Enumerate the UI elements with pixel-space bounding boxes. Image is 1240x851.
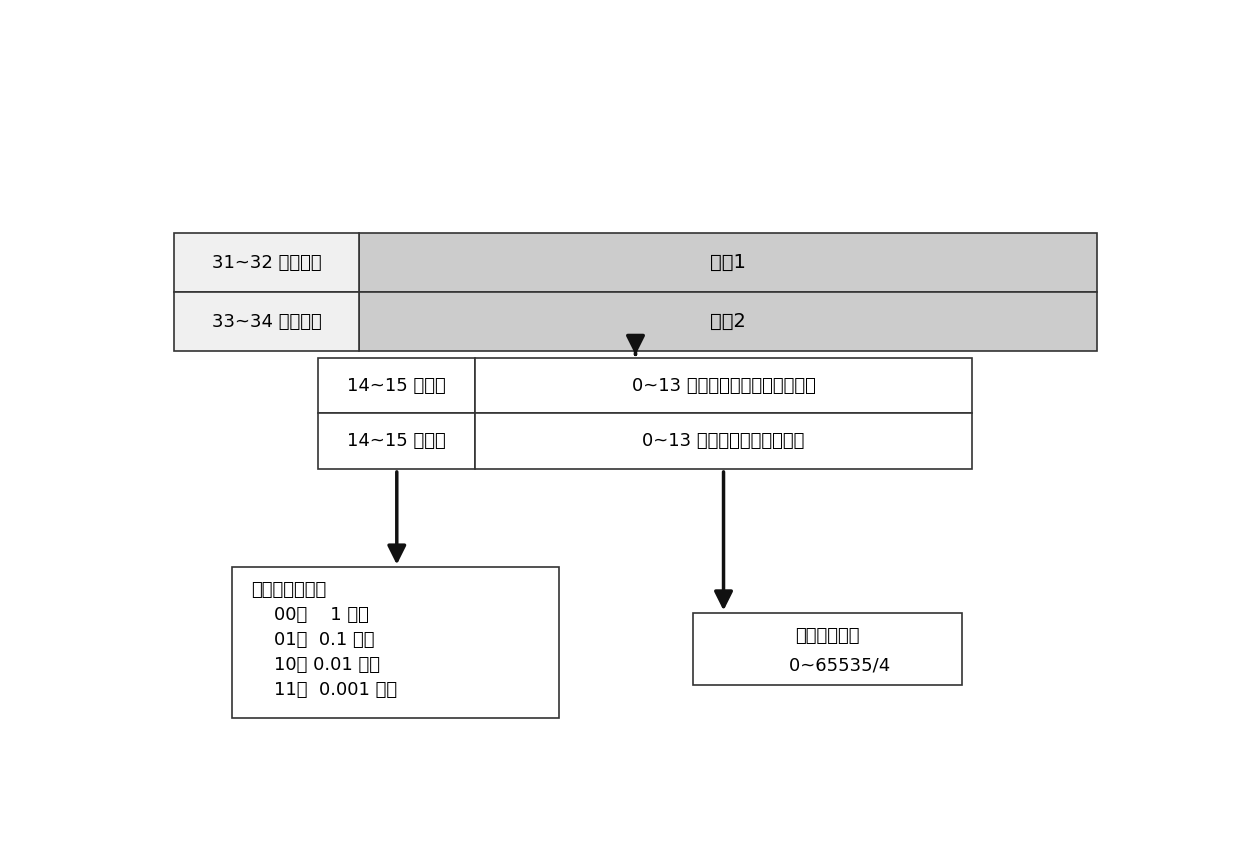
Bar (358, 233, 1096, 292)
Bar (319, 414, 475, 469)
Bar (475, 414, 972, 469)
Bar (319, 357, 475, 414)
Bar (693, 614, 962, 685)
Text: 无符号整数：: 无符号整数： (795, 627, 861, 645)
Text: 14~15 （位）: 14~15 （位） (347, 376, 446, 395)
Text: 10： 0.01 微秒: 10： 0.01 微秒 (250, 656, 381, 674)
Text: 14~15 （位）: 14~15 （位） (347, 432, 446, 450)
Bar (174, 292, 358, 351)
Text: 31~32 （字节）: 31~32 （字节） (212, 254, 321, 271)
Text: 预留1: 预留1 (709, 253, 745, 272)
Bar (232, 568, 558, 718)
Text: 11：  0.001 微秒: 11： 0.001 微秒 (250, 682, 397, 700)
Text: 01：  0.1 微秒: 01： 0.1 微秒 (250, 631, 374, 649)
Bar (174, 233, 358, 292)
Bar (358, 292, 1096, 351)
Text: 0~13 （存放累计链路传输时延）: 0~13 （存放累计链路传输时延） (631, 376, 816, 395)
Text: 预留2: 预留2 (709, 312, 745, 331)
Text: 00：    1 微秒: 00： 1 微秒 (250, 606, 370, 624)
Text: 0~13 （存放本级交换时延）: 0~13 （存放本级交换时延） (642, 432, 805, 450)
Text: 标度单位定义：: 标度单位定义： (250, 581, 326, 599)
Bar (475, 357, 972, 414)
Text: 33~34 （字节）: 33~34 （字节） (212, 312, 321, 331)
Text: 0~65535/4: 0~65535/4 (765, 656, 890, 674)
